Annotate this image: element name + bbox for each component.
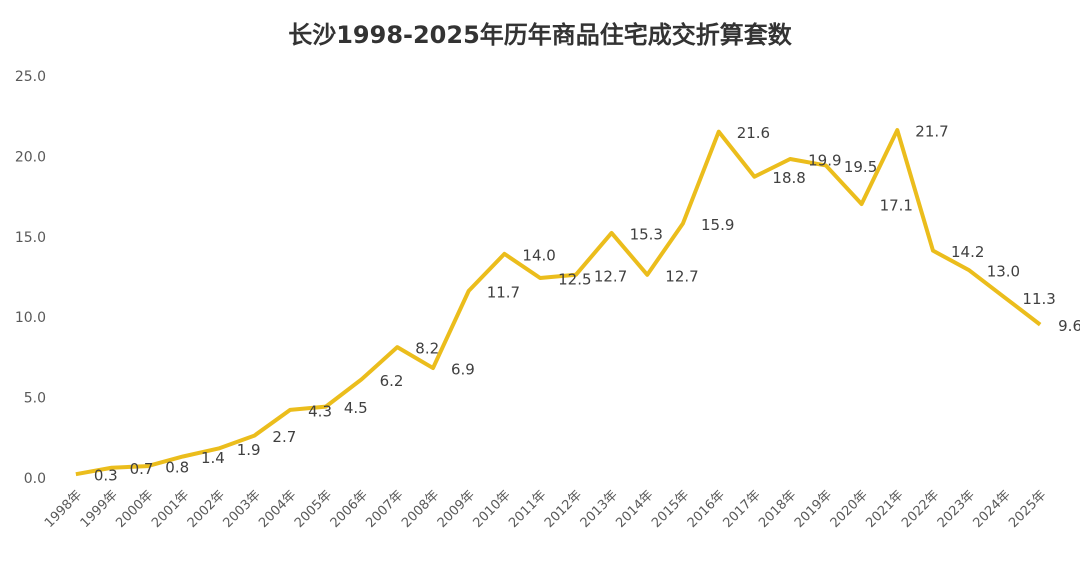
data-label: 18.8 <box>772 169 805 187</box>
x-tick-label: 2017年 <box>721 488 764 531</box>
x-tick-label: 2019年 <box>792 488 835 531</box>
data-label: 6.9 <box>451 361 475 379</box>
data-label: 12.7 <box>665 267 698 285</box>
data-label: 15.9 <box>701 216 734 234</box>
data-label: 6.2 <box>380 372 404 390</box>
x-tick-label: 2003年 <box>221 488 264 531</box>
data-label: 14.0 <box>522 246 555 264</box>
data-label: 13.0 <box>987 262 1020 280</box>
y-tick-label: 5.0 <box>24 391 46 407</box>
data-label: 8.2 <box>415 340 439 358</box>
x-tick-label: 2014年 <box>613 488 656 531</box>
data-label: 9.6 <box>1058 317 1080 335</box>
x-tick-label: 2010年 <box>471 488 514 531</box>
x-tick-label: 2025年 <box>1006 488 1049 531</box>
data-label: 12.7 <box>594 267 627 285</box>
data-label: 4.3 <box>308 402 332 420</box>
data-label: 14.2 <box>951 243 984 261</box>
x-tick-label: 2002年 <box>185 488 228 531</box>
x-tick-label: 2012年 <box>542 488 585 531</box>
x-tick-label: 2018年 <box>756 488 799 531</box>
data-label: 19.9 <box>808 152 841 170</box>
data-label: 0.7 <box>130 460 154 478</box>
y-tick-label: 10.0 <box>15 310 46 326</box>
x-tick-label: 2001年 <box>149 488 192 531</box>
data-label: 12.5 <box>558 271 591 289</box>
x-tick-label: 2024年 <box>971 488 1014 531</box>
x-tick-label: 2007年 <box>363 488 406 531</box>
chart-title: 长沙1998-2025年历年商品住宅成交折算套数 <box>288 21 793 49</box>
data-label: 17.1 <box>880 197 913 215</box>
x-tick-label: 2022年 <box>899 488 942 531</box>
x-tick-label: 2009年 <box>435 488 478 531</box>
x-tick-label: 2005年 <box>292 488 335 531</box>
data-label: 11.7 <box>487 283 520 301</box>
data-label: 1.4 <box>201 449 225 467</box>
x-tick-label: 2008年 <box>399 488 442 531</box>
data-label: 11.3 <box>1022 290 1055 308</box>
data-label: 1.9 <box>237 441 261 459</box>
data-label: 2.7 <box>272 428 296 446</box>
x-tick-label: 2006年 <box>328 488 371 531</box>
x-tick-label: 1998年 <box>42 488 85 531</box>
data-label: 0.8 <box>165 459 189 477</box>
data-label: 0.3 <box>94 467 118 485</box>
x-tick-label: 1999年 <box>78 488 121 531</box>
y-tick-label: 25.0 <box>15 69 46 85</box>
x-tick-label: 2004年 <box>256 488 299 531</box>
x-tick-label: 2016年 <box>685 488 728 531</box>
line <box>75 128 1042 477</box>
x-tick-label: 2013年 <box>578 488 621 531</box>
y-tick-label: 20.0 <box>15 149 46 165</box>
data-label: 21.7 <box>915 123 948 141</box>
data-label: 4.5 <box>344 399 368 417</box>
x-tick-label: 2021年 <box>863 488 906 531</box>
x-tick-label: 2023年 <box>935 488 978 531</box>
x-tick-label: 2015年 <box>649 488 692 531</box>
x-tick-label: 2011年 <box>506 488 549 531</box>
x-tick-label: 2000年 <box>113 488 156 531</box>
data-label: 15.3 <box>630 225 663 243</box>
x-tick-label: 2020年 <box>828 488 871 531</box>
y-tick-label: 0.0 <box>24 471 46 487</box>
data-label: 19.5 <box>844 158 877 176</box>
y-tick-label: 15.0 <box>15 230 46 246</box>
data-label: 21.6 <box>737 124 770 142</box>
